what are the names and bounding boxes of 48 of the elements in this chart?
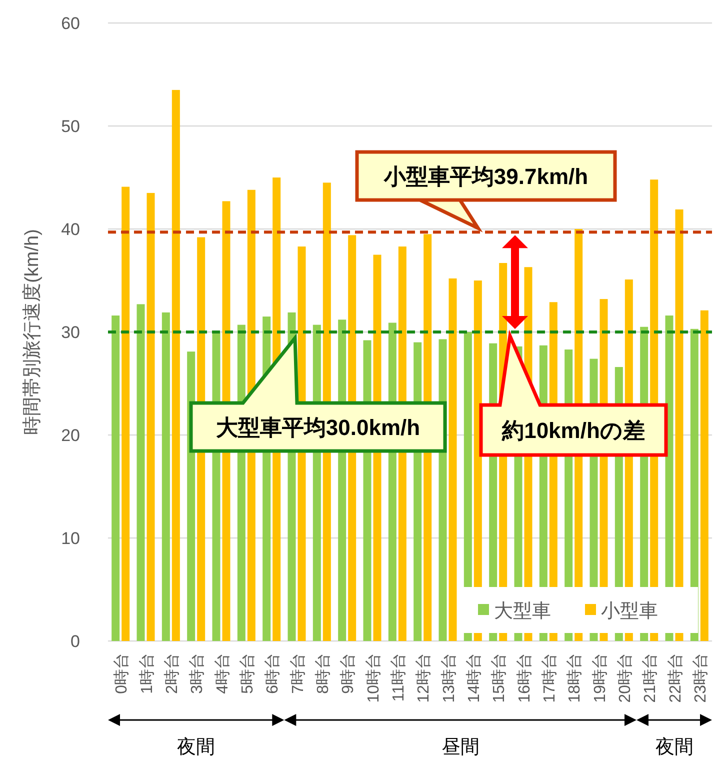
annotation: 小型車平均39.7km/h bbox=[382, 164, 588, 189]
x-tick-label: 15時台 bbox=[490, 653, 508, 703]
x-tick-label: 20時台 bbox=[616, 653, 634, 703]
y-tick-label: 10 bbox=[61, 529, 80, 548]
annotation: 約10km/hの差 bbox=[501, 418, 645, 443]
y-tick-label: 20 bbox=[61, 426, 80, 445]
x-tick-label: 8時台 bbox=[314, 653, 332, 694]
y-tick-label: 60 bbox=[61, 14, 80, 33]
annotation: 大型車平均30.0km/h bbox=[216, 415, 420, 440]
bar bbox=[700, 310, 708, 641]
legend-label: 小型車 bbox=[601, 601, 658, 622]
bar bbox=[448, 278, 457, 641]
y-axis-title: 時間帯別旅行速度(km/h) bbox=[21, 229, 43, 435]
x-tick-label: 23時台 bbox=[691, 653, 710, 703]
x-tick-label: 13時台 bbox=[440, 653, 458, 703]
x-tick-label: 1時台 bbox=[138, 653, 156, 694]
bar bbox=[172, 90, 180, 641]
x-tick-label: 0時台 bbox=[112, 653, 131, 694]
x-tick-label: 14時台 bbox=[464, 653, 483, 703]
x-tick-label: 12時台 bbox=[414, 653, 433, 703]
x-tick-label: 17時台 bbox=[540, 653, 558, 703]
x-tick-label: 18時台 bbox=[566, 653, 584, 703]
bar bbox=[136, 304, 145, 641]
text: 夜間 bbox=[177, 736, 216, 758]
text: 夜間 bbox=[655, 736, 694, 758]
x-tick-label: 7時台 bbox=[288, 653, 307, 694]
y-tick-label: 30 bbox=[61, 323, 80, 342]
y-tick-label: 0 bbox=[70, 632, 80, 651]
x-tick-label: 11時台 bbox=[389, 653, 408, 702]
x-tick-label: 3時台 bbox=[188, 653, 206, 694]
x-tick-label: 10時台 bbox=[364, 653, 382, 703]
x-tick-label: 21時台 bbox=[641, 653, 660, 703]
legend-label: 大型車 bbox=[494, 601, 551, 622]
x-tick-label: 9時台 bbox=[339, 653, 358, 694]
bar bbox=[162, 312, 170, 641]
bar bbox=[112, 316, 120, 641]
bar bbox=[122, 186, 130, 641]
x-tick-label: 19時台 bbox=[590, 653, 609, 703]
x-tick-label: 6時台 bbox=[264, 653, 282, 694]
x-tick-label: 22時台 bbox=[666, 653, 684, 703]
text: 昼間 bbox=[441, 737, 480, 758]
bar bbox=[146, 192, 155, 641]
y-tick-label: 40 bbox=[61, 220, 80, 239]
x-tick-label: 4時台 bbox=[213, 653, 232, 694]
x-tick-label: 2時台 bbox=[162, 653, 181, 694]
y-tick-label: 50 bbox=[61, 117, 80, 136]
x-tick-label: 16時台 bbox=[515, 653, 534, 703]
x-tick-label: 5時台 bbox=[238, 653, 256, 694]
